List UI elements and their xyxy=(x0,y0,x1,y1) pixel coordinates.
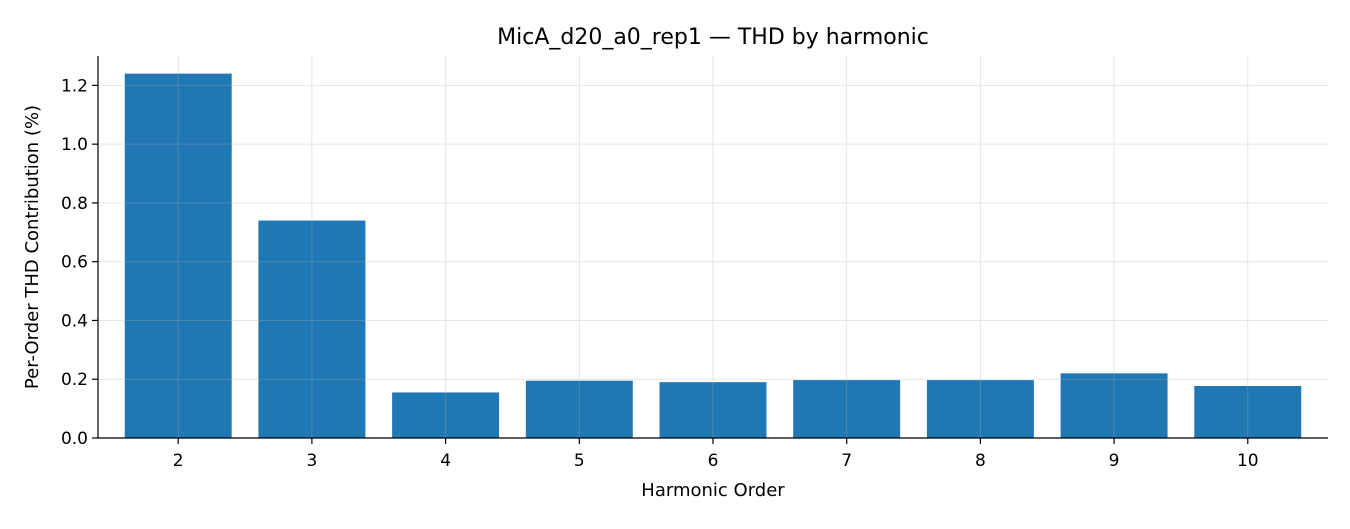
x-tick-label: 4 xyxy=(440,451,451,471)
y-tick-label: 0.6 xyxy=(61,253,88,273)
bar-6 xyxy=(659,382,767,438)
y-tick-label: 0.8 xyxy=(61,194,88,214)
y-tick-label: 1.2 xyxy=(61,76,88,96)
x-tick-label: 5 xyxy=(574,451,585,471)
y-tick-label: 0.2 xyxy=(61,370,88,390)
bar-layer xyxy=(124,73,1302,438)
bar-8 xyxy=(926,380,1034,438)
bar-4 xyxy=(392,392,500,438)
tick-layer: 2 3 4 5 6 7 8 9 10 0.0 0.2 0.4 0.6 0.8 1.0 1.2 xyxy=(61,76,1259,471)
bar-2 xyxy=(124,73,232,438)
bar-10 xyxy=(1194,385,1302,438)
x-tick-label: 2 xyxy=(173,451,184,471)
bar-7 xyxy=(793,380,901,438)
x-tick-label: 6 xyxy=(708,451,719,471)
y-tick-label: 0.0 xyxy=(61,429,88,449)
x-tick-label: 10 xyxy=(1237,451,1259,471)
bar-9 xyxy=(1060,373,1168,438)
x-tick-label: 3 xyxy=(306,451,317,471)
x-tick-label: 7 xyxy=(841,451,852,471)
y-axis-label: Per-Order THD Contribution (%) xyxy=(22,105,43,389)
chart-title: MicA_d20_a0_rep1 — THD by harmonic xyxy=(497,25,929,50)
x-tick-label: 9 xyxy=(1109,451,1120,471)
y-tick-label: 0.4 xyxy=(61,311,88,331)
bar-5 xyxy=(525,380,633,438)
y-tick-label: 1.0 xyxy=(61,135,88,155)
x-axis-label: Harmonic Order xyxy=(641,480,785,501)
x-tick-label: 8 xyxy=(975,451,986,471)
bar-3 xyxy=(258,220,366,438)
